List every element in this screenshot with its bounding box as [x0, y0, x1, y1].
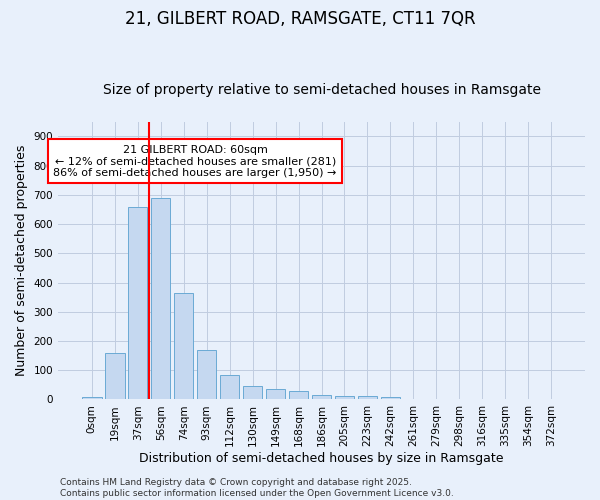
Bar — [128, 207, 148, 400]
Bar — [266, 388, 286, 400]
Text: 21, GILBERT ROAD, RAMSGATE, CT11 7QR: 21, GILBERT ROAD, RAMSGATE, CT11 7QR — [125, 10, 475, 28]
Title: Size of property relative to semi-detached houses in Ramsgate: Size of property relative to semi-detach… — [103, 83, 541, 97]
Bar — [312, 395, 331, 400]
Bar — [174, 293, 193, 400]
Bar — [197, 350, 217, 400]
X-axis label: Distribution of semi-detached houses by size in Ramsgate: Distribution of semi-detached houses by … — [139, 452, 504, 465]
Bar — [335, 396, 354, 400]
Bar — [151, 198, 170, 400]
Bar — [220, 374, 239, 400]
Bar — [82, 397, 101, 400]
Bar — [289, 390, 308, 400]
Text: 21 GILBERT ROAD: 60sqm
← 12% of semi-detached houses are smaller (281)
86% of se: 21 GILBERT ROAD: 60sqm ← 12% of semi-det… — [53, 144, 337, 178]
Bar — [358, 396, 377, 400]
Text: Contains HM Land Registry data © Crown copyright and database right 2025.
Contai: Contains HM Land Registry data © Crown c… — [60, 478, 454, 498]
Y-axis label: Number of semi-detached properties: Number of semi-detached properties — [15, 145, 28, 376]
Bar — [243, 386, 262, 400]
Bar — [404, 399, 423, 400]
Bar — [380, 396, 400, 400]
Bar — [105, 352, 125, 400]
